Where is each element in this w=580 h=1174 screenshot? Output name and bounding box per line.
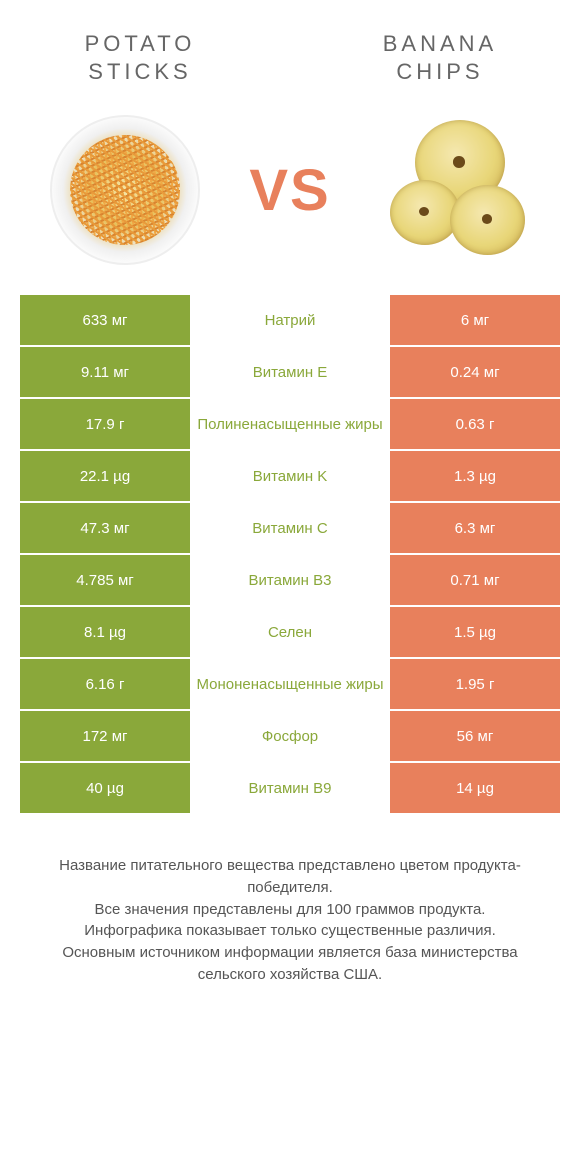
left-value: 40 µg xyxy=(20,763,190,813)
left-value: 6.16 г xyxy=(20,659,190,709)
right-value: 6 мг xyxy=(390,295,560,345)
images-row: VS xyxy=(0,95,580,295)
nutrient-label: Витамин B3 xyxy=(190,555,390,605)
left-value: 633 мг xyxy=(20,295,190,345)
table-row: 8.1 µgСелен1.5 µg xyxy=(20,607,560,659)
nutrient-label: Витамин K xyxy=(190,451,390,501)
left-value: 47.3 мг xyxy=(20,503,190,553)
footer-line: Название питательного вещества представл… xyxy=(30,855,550,899)
footer-notes: Название питательного вещества представл… xyxy=(0,815,580,996)
nutrient-label: Полиненасыщенные жиры xyxy=(190,399,390,449)
nutrient-label: Мононенасыщенные жиры xyxy=(190,659,390,709)
right-value: 0.63 г xyxy=(390,399,560,449)
left-value: 17.9 г xyxy=(20,399,190,449)
banana-chips-icon xyxy=(380,115,530,265)
left-value: 8.1 µg xyxy=(20,607,190,657)
left-value: 4.785 мг xyxy=(20,555,190,605)
table-row: 4.785 мгВитамин B30.71 мг xyxy=(20,555,560,607)
left-value: 172 мг xyxy=(20,711,190,761)
table-row: 40 µgВитамин B914 µg xyxy=(20,763,560,815)
left-value: 9.11 мг xyxy=(20,347,190,397)
left-product-image xyxy=(40,105,210,275)
nutrient-label: Селен xyxy=(190,607,390,657)
table-row: 9.11 мгВитамин E0.24 мг xyxy=(20,347,560,399)
footer-line: Основным источником информации является … xyxy=(30,942,550,986)
nutrient-label: Натрий xyxy=(190,295,390,345)
vs-label: VS xyxy=(249,157,330,224)
nutrient-label: Витамин E xyxy=(190,347,390,397)
nutrient-label: Витамин C xyxy=(190,503,390,553)
right-value: 0.71 мг xyxy=(390,555,560,605)
table-row: 47.3 мгВитамин C6.3 мг xyxy=(20,503,560,555)
right-value: 1.3 µg xyxy=(390,451,560,501)
table-row: 172 мгФосфор56 мг xyxy=(20,711,560,763)
table-row: 22.1 µgВитамин K1.3 µg xyxy=(20,451,560,503)
right-value: 0.24 мг xyxy=(390,347,560,397)
left-product-title: POTATO STICKS xyxy=(50,30,230,85)
table-row: 633 мгНатрий6 мг xyxy=(20,295,560,347)
footer-line: Все значения представлены для 100 граммо… xyxy=(30,899,550,921)
potato-sticks-icon xyxy=(50,115,200,265)
right-product-image xyxy=(370,105,540,275)
right-product-title: BANANA CHIPS xyxy=(350,30,530,85)
right-value: 56 мг xyxy=(390,711,560,761)
comparison-table: 633 мгНатрий6 мг9.11 мгВитамин E0.24 мг1… xyxy=(0,295,580,815)
right-value: 6.3 мг xyxy=(390,503,560,553)
table-row: 17.9 гПолиненасыщенные жиры0.63 г xyxy=(20,399,560,451)
footer-line: Инфографика показывает только существенн… xyxy=(30,920,550,942)
nutrient-label: Витамин B9 xyxy=(190,763,390,813)
right-value: 1.95 г xyxy=(390,659,560,709)
right-value: 1.5 µg xyxy=(390,607,560,657)
table-row: 6.16 гМононенасыщенные жиры1.95 г xyxy=(20,659,560,711)
left-value: 22.1 µg xyxy=(20,451,190,501)
right-value: 14 µg xyxy=(390,763,560,813)
header: POTATO STICKS BANANA CHIPS xyxy=(0,0,580,95)
nutrient-label: Фосфор xyxy=(190,711,390,761)
